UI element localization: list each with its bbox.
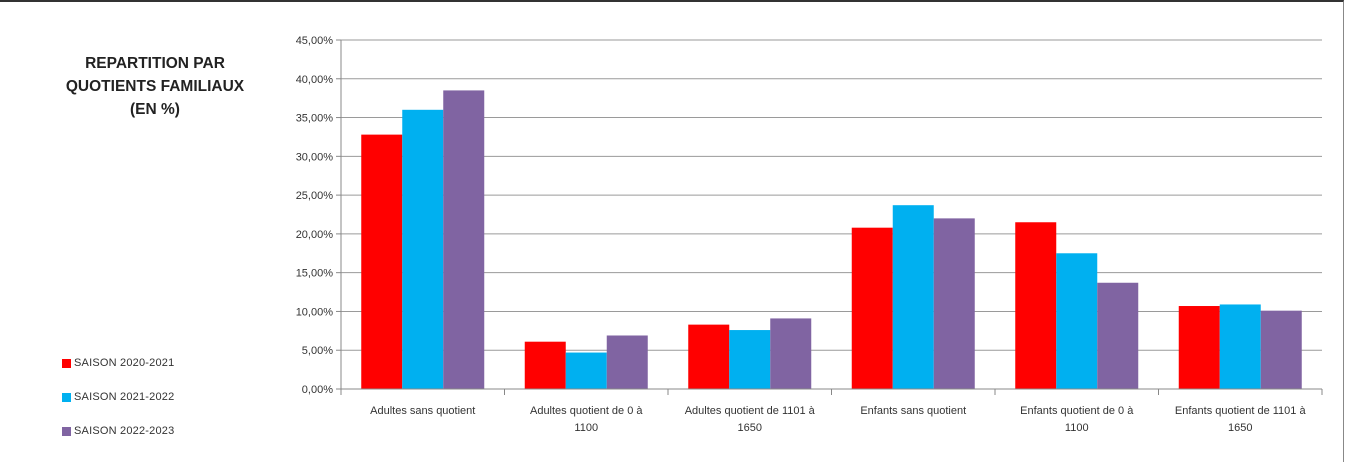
bar xyxy=(606,335,648,389)
bar xyxy=(851,227,893,389)
bar xyxy=(1178,306,1220,389)
legend-label: SAISON 2022-2023 xyxy=(74,425,175,437)
y-tick-label: 45,00% xyxy=(296,35,334,47)
x-tick-label-line: Adultes quotient de 0 à xyxy=(530,405,643,417)
y-tick-label: 0,00% xyxy=(302,384,333,396)
y-tick-label: 5,00% xyxy=(302,345,333,357)
bar xyxy=(361,134,403,389)
legend-swatch xyxy=(62,359,71,368)
bar xyxy=(1015,222,1057,389)
bar xyxy=(770,318,812,389)
x-tick-label-line: 1650 xyxy=(1228,422,1252,434)
x-axis: Adultes sans quotient Adultes quotient de… xyxy=(340,388,1323,434)
x-tick-label-line: Adultes sans quotient xyxy=(370,405,475,417)
chart-title: REPARTITION PAR QUOTIENTS FAMILIAUX (EN … xyxy=(65,55,245,118)
bar xyxy=(729,330,771,389)
x-tick-label-line: Enfants quotient de 0 à xyxy=(1020,405,1134,417)
y-tick-label: 20,00% xyxy=(296,229,334,241)
y-tick-label: 15,00% xyxy=(296,268,334,280)
bar xyxy=(402,109,444,390)
x-tick-label-line: Adultes quotient de 1101 à xyxy=(685,405,816,417)
legend-swatch xyxy=(62,427,71,436)
x-tick-label-line: 1100 xyxy=(574,422,598,434)
y-tick-label: 30,00% xyxy=(296,151,334,163)
bar xyxy=(1219,304,1261,389)
bar xyxy=(1056,253,1098,389)
gridlines xyxy=(341,39,1322,351)
y-tick-label: 40,00% xyxy=(296,74,334,86)
bar xyxy=(565,352,607,389)
bar xyxy=(524,341,566,389)
legend-label: SAISON 2020-2021 xyxy=(74,357,175,369)
x-tick-label: Enfants quotient de 1101 à 1650 xyxy=(1175,405,1307,434)
x-tick-label: Adultes quotient de 0 à 1100 xyxy=(530,405,643,434)
bars xyxy=(361,90,1302,390)
y-tick-label: 35,00% xyxy=(296,113,334,125)
y-tick-label: 25,00% xyxy=(296,190,334,202)
x-tick-label: Enfants quotient de 0 à 1100 xyxy=(1020,405,1134,434)
x-tick-label-line: 1650 xyxy=(738,422,762,434)
x-tick-label: Adultes sans quotient xyxy=(370,405,475,417)
x-tick-label: Enfants sans quotient xyxy=(860,405,966,417)
bar xyxy=(443,90,485,390)
x-tick-label: Adultes quotient de 1101 à 1650 xyxy=(685,405,816,434)
x-tick-label-line: Enfants sans quotient xyxy=(860,405,966,417)
x-tick-label-line: Enfants quotient de 1101 à xyxy=(1175,405,1307,417)
bar xyxy=(1097,282,1139,389)
legend-label: SAISON 2021-2022 xyxy=(74,391,175,403)
y-axis: 0,00% 5,00% 10,00% 15,00% 20,00% 25,00% 30,00%… xyxy=(296,35,342,396)
bar xyxy=(933,218,975,389)
bar xyxy=(688,324,730,389)
x-tick-label-line: 1100 xyxy=(1065,422,1089,434)
legend-swatch xyxy=(62,393,71,402)
bar xyxy=(1260,310,1302,389)
y-tick-label: 10,00% xyxy=(296,306,334,318)
bar xyxy=(892,205,934,389)
